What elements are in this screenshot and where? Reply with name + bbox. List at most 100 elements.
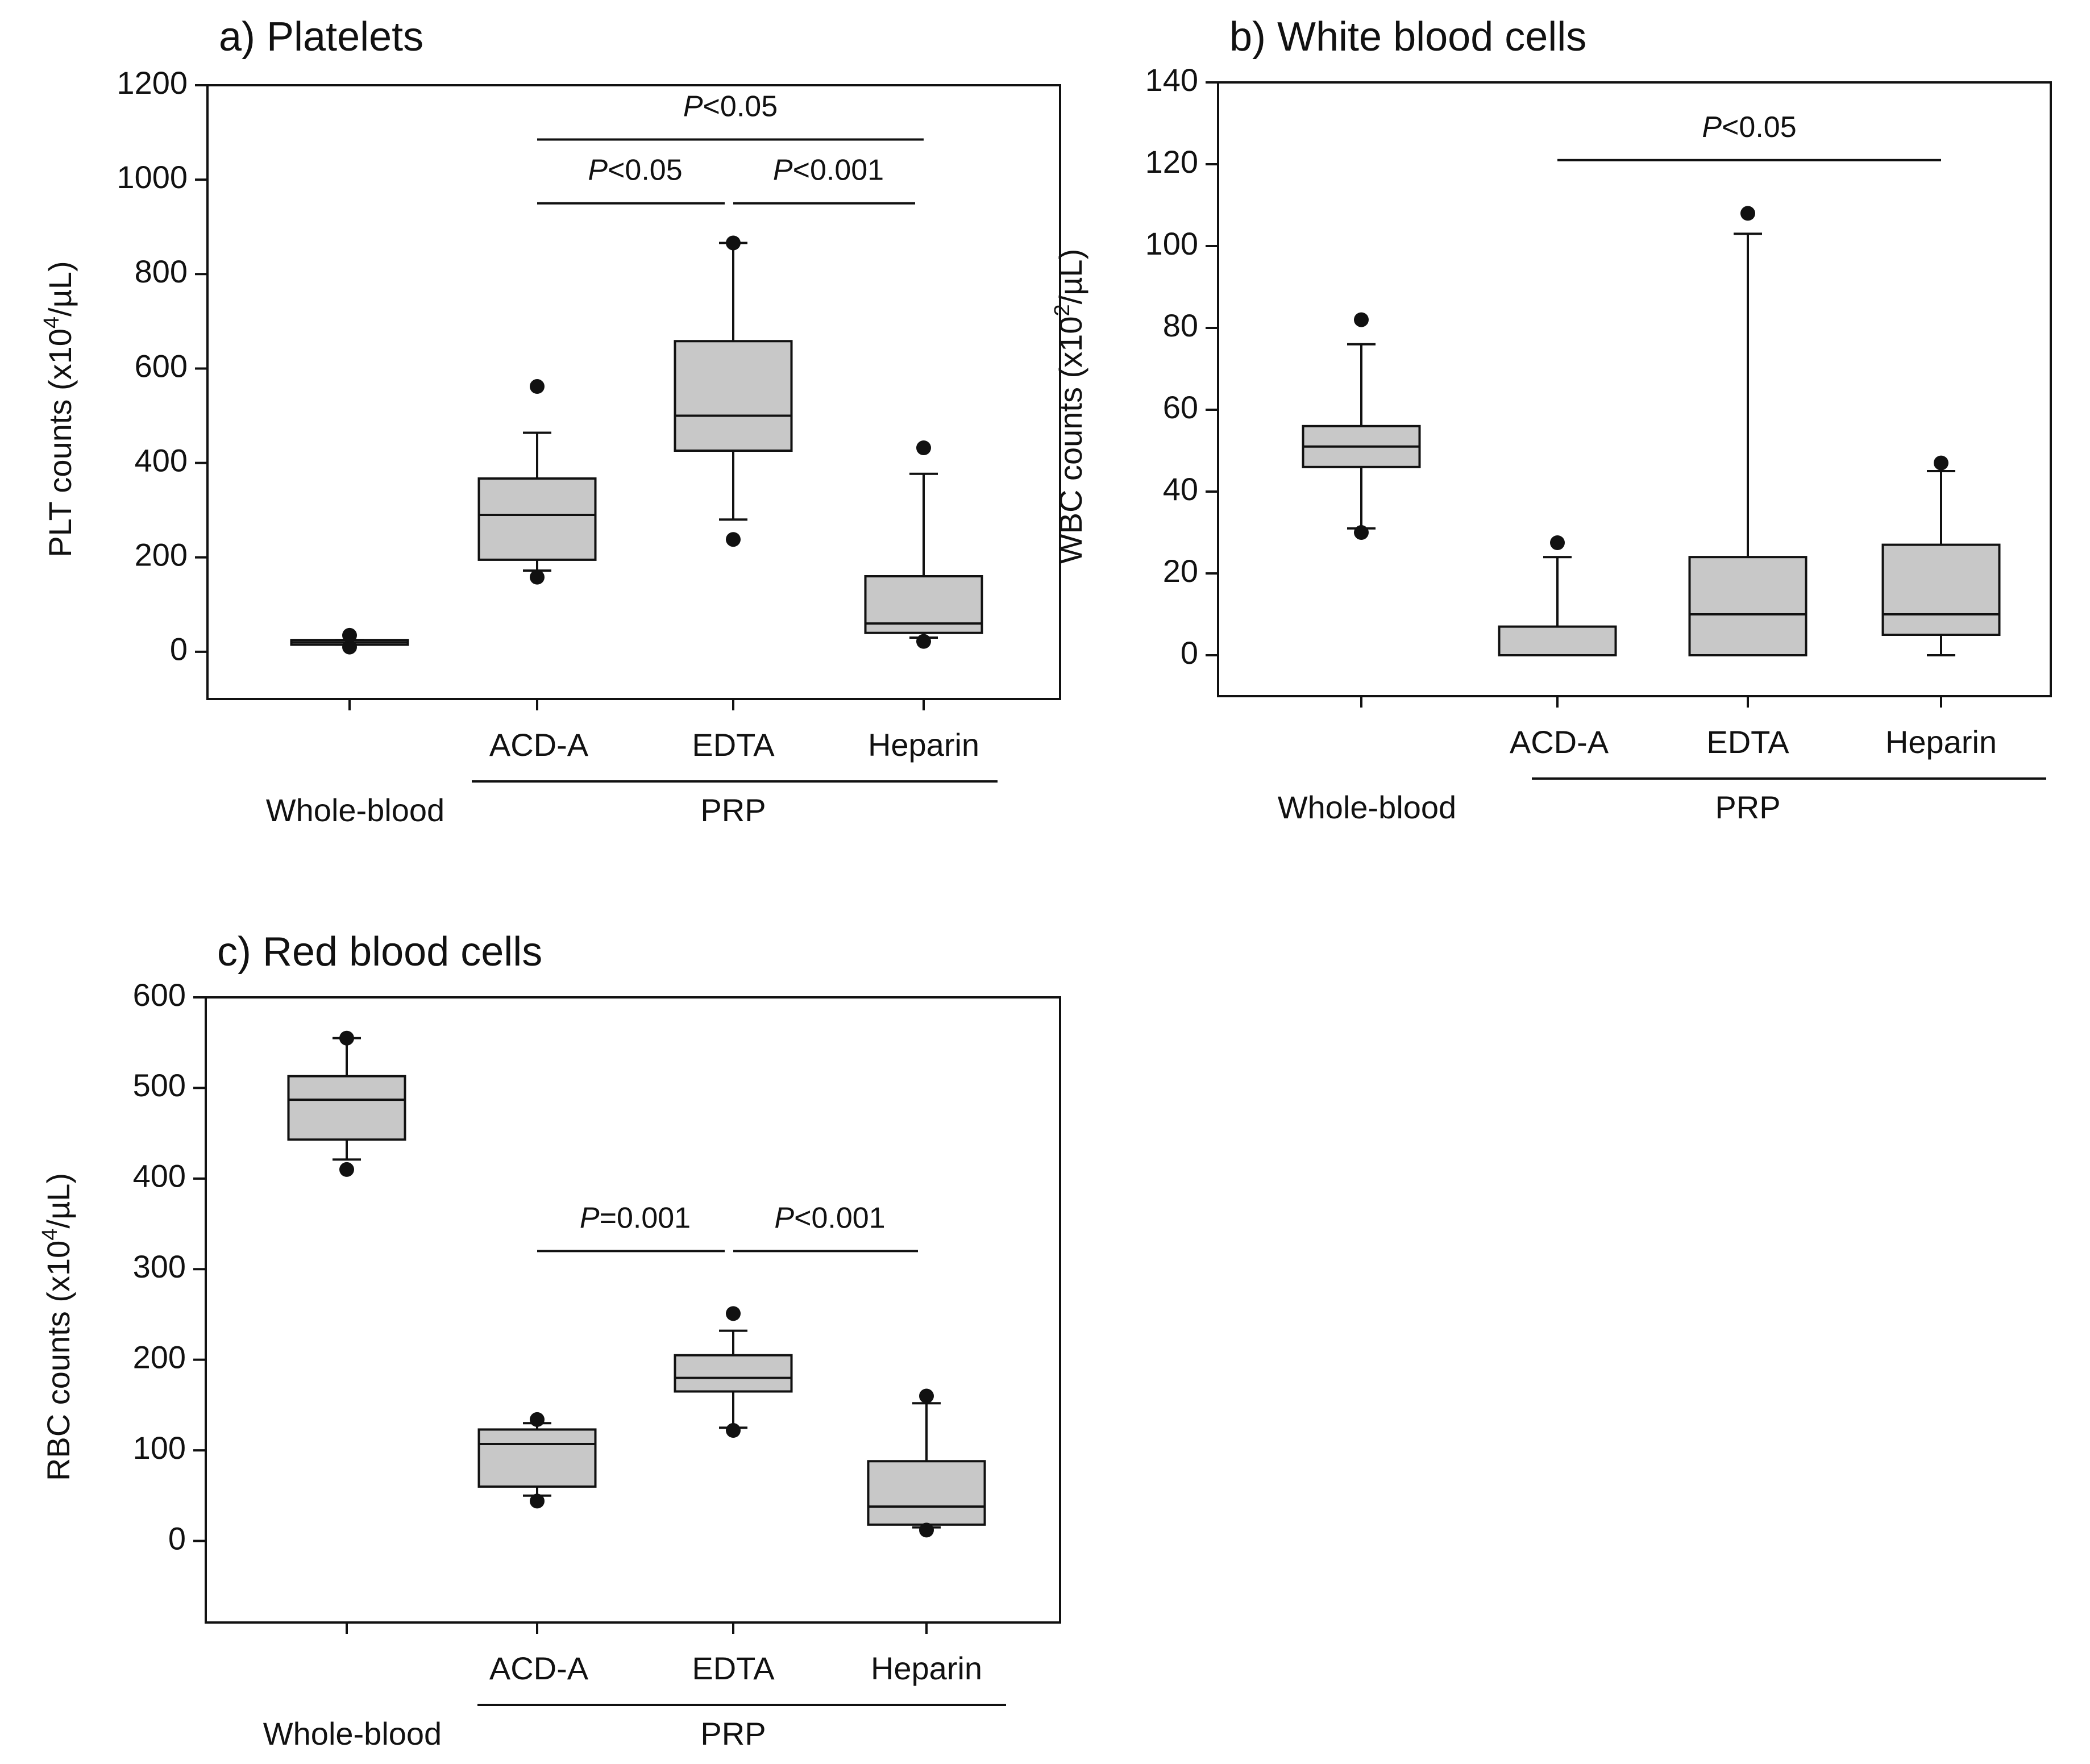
outlier-point [342, 639, 357, 655]
significance-label: P<0.001 [774, 1201, 885, 1234]
outlier-point [530, 1493, 545, 1509]
y-axis-label: RBC counts (x104/µL) [38, 1173, 76, 1481]
box-plot-whole-blood [287, 1030, 406, 1177]
x-category-label: Heparin [871, 1650, 982, 1686]
y-axis-label-exponent: 2 [1050, 304, 1074, 316]
significance-label: P=0.001 [580, 1201, 691, 1234]
y-axis-label-unit: /µL) [40, 1173, 76, 1229]
chart-panel-2: b) White blood cells 0 20 40 60 80 100 120 140 WB… [1050, 14, 2052, 825]
x-category-label: ACD-A [489, 727, 589, 763]
y-axis-label-exponent: 4 [38, 1229, 62, 1241]
x-category-label: EDTA [692, 1650, 775, 1686]
y-tick-label: 600 [133, 977, 186, 1013]
chart-title: c) Red blood cells [217, 929, 542, 975]
y-tick-label: 300 [133, 1249, 186, 1284]
y-tick-label: 0 [168, 1520, 186, 1556]
x-category-label: Heparin [1885, 724, 1997, 760]
outlier-point [726, 532, 741, 547]
outlier-point [530, 569, 545, 585]
x-category-label: Whole-blood [263, 1716, 442, 1751]
group-label: PRP [700, 1716, 766, 1751]
significance-annotation: P<0.001 [733, 1201, 918, 1253]
outlier-point [339, 1030, 354, 1046]
x-category-label: Heparin [868, 727, 979, 763]
outlier-point [1550, 535, 1565, 550]
outlier-point [530, 379, 545, 394]
plot-area-frame [205, 996, 1061, 1624]
chart-title: a) Platelets [219, 14, 423, 60]
box-plot-edta [1688, 206, 1808, 657]
y-tick-label: 1200 [117, 65, 188, 101]
outlier-point [916, 634, 931, 649]
y-tick-label: 140 [1145, 62, 1198, 98]
y-tick-label: 800 [135, 253, 188, 289]
p-symbol: P [588, 153, 608, 186]
significance-label: P<0.05 [683, 90, 778, 123]
significance-label: P<0.001 [773, 153, 884, 186]
significance-annotation: P=0.001 [537, 1201, 725, 1253]
box-iqr [867, 1460, 986, 1526]
y-tick-label: 400 [135, 442, 188, 478]
y-tick-label: 400 [133, 1158, 186, 1194]
box-iqr [477, 1428, 597, 1488]
y-axis-label-text: RBC counts (x10 [40, 1241, 76, 1481]
chart-title: b) White blood cells [1229, 14, 1586, 60]
box-iqr [1881, 543, 2001, 636]
box-iqr [477, 477, 597, 561]
y-tick-label: 20 [1163, 553, 1198, 589]
outlier-point [726, 1423, 741, 1438]
x-category-label: ACD-A [1510, 724, 1609, 760]
outlier-point [726, 1306, 741, 1321]
x-category-label: Whole-blood [266, 792, 444, 828]
outlier-point [916, 440, 931, 456]
y-tick-label: 500 [133, 1067, 186, 1103]
box-plot-acd-a [1498, 535, 1617, 656]
y-axis-label-text: PLT counts (x10 [42, 328, 78, 558]
y-axis-label: WBC counts (x102/µL) [1050, 249, 1088, 564]
outlier-point [339, 1162, 354, 1177]
y-tick-label: 1000 [117, 159, 188, 195]
box-plot-acd-a [477, 379, 597, 585]
y-axis-label: PLT counts (x104/µL) [40, 261, 78, 557]
significance-label: P<0.05 [1702, 111, 1796, 144]
box-plot-heparin [864, 440, 983, 649]
y-tick-label: 40 [1163, 471, 1198, 507]
p-symbol: P [773, 153, 793, 186]
outlier-point [1934, 455, 1948, 471]
outlier-point [1740, 206, 1755, 221]
box-iqr [1498, 625, 1617, 656]
y-tick-label: 200 [135, 537, 188, 573]
plot-area-frame [1217, 81, 2052, 697]
outlier-point [919, 1522, 934, 1538]
outlier-point [726, 235, 741, 251]
box-iqr [1688, 556, 1808, 657]
y-axis-label-exponent: 4 [40, 317, 64, 328]
outlier-point [919, 1388, 934, 1404]
outlier-point [342, 627, 357, 643]
p-symbol: P [774, 1201, 794, 1234]
significance-annotation: P<0.05 [537, 153, 725, 205]
box-plot-whole-blood [290, 627, 409, 655]
y-tick-label: 600 [135, 348, 188, 384]
y-tick-label: 0 [170, 631, 188, 667]
y-axis-label-unit: /µL) [1053, 249, 1088, 305]
box-plot-whole-blood [1302, 312, 1421, 540]
significance-label: P<0.05 [588, 153, 682, 186]
x-category-label: Whole-blood [1278, 789, 1456, 825]
plot-area-frame [206, 84, 1061, 700]
p-value: <0.05 [608, 153, 683, 186]
p-value: =0.001 [600, 1201, 691, 1234]
y-tick-label: 100 [1145, 226, 1198, 261]
box-iqr [287, 1075, 406, 1141]
significance-annotation: P<0.001 [733, 153, 915, 205]
box-plot-heparin [1881, 455, 2001, 656]
x-category-label: ACD-A [489, 1650, 589, 1686]
p-value: <0.05 [703, 90, 778, 123]
p-value: <0.05 [1722, 111, 1797, 144]
box-plot-edta [674, 235, 793, 547]
chart-panel-3: c) Red blood cells 0 100 200 300 400 500 600 RBC… [38, 929, 1061, 1751]
group-label: PRP [700, 792, 766, 828]
box-iqr [674, 1354, 793, 1393]
y-tick-label: 60 [1163, 389, 1198, 425]
